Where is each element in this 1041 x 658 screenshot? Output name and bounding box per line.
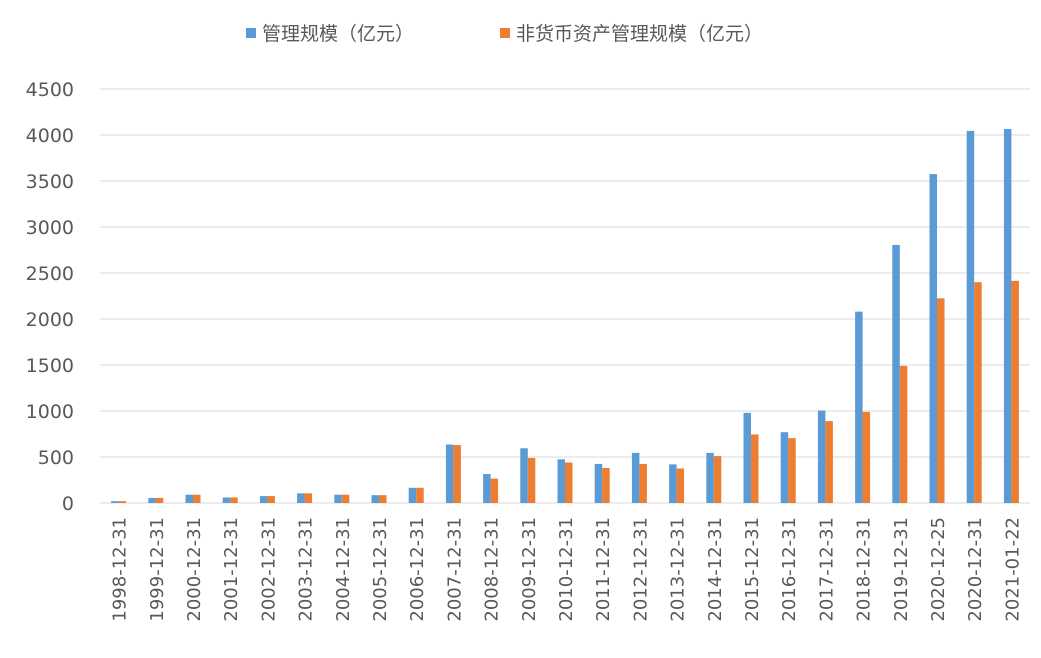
bar — [304, 493, 313, 503]
bar — [222, 497, 231, 503]
bar — [379, 495, 387, 503]
x-axis-tick-labels: 1998-12-31 1999-12-31 2000-12-31 2001-12-31… — [110, 517, 1024, 622]
y-tick-label: 1000 — [26, 401, 74, 423]
bar — [899, 365, 908, 503]
legend-swatch — [500, 28, 510, 38]
bar — [825, 421, 833, 503]
x-tick-label: 2011-12-31 — [593, 517, 614, 622]
y-tick-label: 3500 — [26, 171, 74, 193]
x-tick-label: 2001-12-31 — [221, 517, 242, 622]
x-tick-label: 2008-12-31 — [482, 517, 503, 622]
x-tick-label: 2019-12-31 — [891, 517, 912, 622]
bar — [937, 298, 945, 503]
bar — [267, 496, 275, 503]
gridlines — [100, 88, 1030, 504]
bar — [259, 496, 268, 503]
legend-label: 非货币资产管理规模（亿元） — [516, 23, 763, 45]
bar — [148, 497, 156, 503]
bar — [334, 494, 342, 503]
bars — [111, 129, 1019, 504]
bar — [341, 494, 350, 503]
y-tick-label: 2000 — [26, 309, 74, 331]
bar — [862, 411, 871, 503]
bar — [817, 410, 826, 503]
bar — [594, 463, 603, 503]
bar — [185, 494, 193, 503]
bar — [557, 459, 565, 503]
bar — [416, 487, 424, 503]
x-tick-label: 2006-12-31 — [407, 517, 428, 622]
bar — [445, 444, 454, 503]
bar — [371, 495, 379, 503]
y-tick-label: 3000 — [26, 217, 74, 239]
bar — [453, 445, 461, 503]
legend-swatch — [246, 28, 256, 38]
bar — [974, 282, 982, 503]
y-tick-label: 1500 — [26, 355, 74, 377]
x-tick-label: 2005-12-31 — [370, 517, 391, 622]
bar — [892, 244, 900, 503]
y-tick-label: 2500 — [26, 263, 74, 285]
y-tick-label: 500 — [38, 447, 74, 469]
x-tick-label: 2002-12-31 — [258, 517, 279, 622]
legend-label: 管理规模（亿元） — [262, 23, 414, 45]
bar — [483, 474, 491, 503]
bar — [118, 501, 127, 503]
x-tick-label: 2020-12-31 — [965, 517, 986, 622]
x-tick-label: 2012-12-31 — [630, 517, 651, 622]
x-tick-label: 2015-12-31 — [742, 517, 763, 622]
x-tick-label: 2013-12-31 — [668, 517, 689, 622]
bar — [713, 456, 722, 503]
x-tick-label: 2018-12-31 — [854, 517, 875, 622]
bar — [1011, 280, 1019, 503]
bar — [408, 487, 417, 503]
x-tick-label: 2009-12-31 — [519, 517, 540, 622]
bar — [111, 501, 119, 503]
bar — [193, 494, 201, 503]
bar — [706, 452, 714, 503]
bar — [639, 463, 647, 503]
x-tick-label: 1999-12-31 — [147, 517, 168, 622]
bar — [669, 464, 677, 503]
bar — [602, 468, 610, 503]
bar — [155, 497, 164, 503]
x-tick-label: 2020-12-25 — [928, 517, 949, 622]
bar — [631, 452, 640, 503]
x-tick-label: 1998-12-31 — [110, 517, 131, 622]
bar — [565, 462, 573, 503]
x-tick-label: 2021-01-22 — [1002, 517, 1023, 622]
y-tick-label: 0 — [62, 493, 74, 515]
bar — [1003, 129, 1012, 503]
x-tick-label: 2003-12-31 — [296, 517, 317, 622]
bar — [520, 448, 528, 503]
y-tick-label: 4000 — [26, 125, 74, 147]
bar — [855, 311, 863, 503]
legend: 管理规模（亿元） 非货币资产管理规模（亿元） — [246, 23, 763, 45]
y-axis-tick-labels: 0 500 1000 1500 2000 2500 3000 3500 4000 4500 — [26, 79, 74, 515]
x-tick-label: 2000-12-31 — [184, 517, 205, 622]
x-tick-label: 2016-12-31 — [779, 517, 800, 622]
y-tick-label: 4500 — [26, 79, 74, 101]
x-tick-label: 2017-12-31 — [816, 517, 837, 622]
bar — [751, 434, 759, 503]
bar — [743, 412, 751, 503]
x-tick-label: 2014-12-31 — [705, 517, 726, 622]
x-tick-label: 2010-12-31 — [556, 517, 577, 622]
x-tick-label: 2004-12-31 — [333, 517, 354, 622]
bar — [929, 174, 937, 503]
bar — [230, 497, 238, 503]
bar — [527, 457, 536, 503]
bar — [788, 438, 796, 503]
x-tick-label: 2007-12-31 — [444, 517, 465, 622]
bar — [676, 468, 685, 503]
bar — [966, 130, 975, 504]
bar — [490, 478, 499, 503]
bar — [780, 432, 789, 503]
bar — [297, 493, 305, 503]
